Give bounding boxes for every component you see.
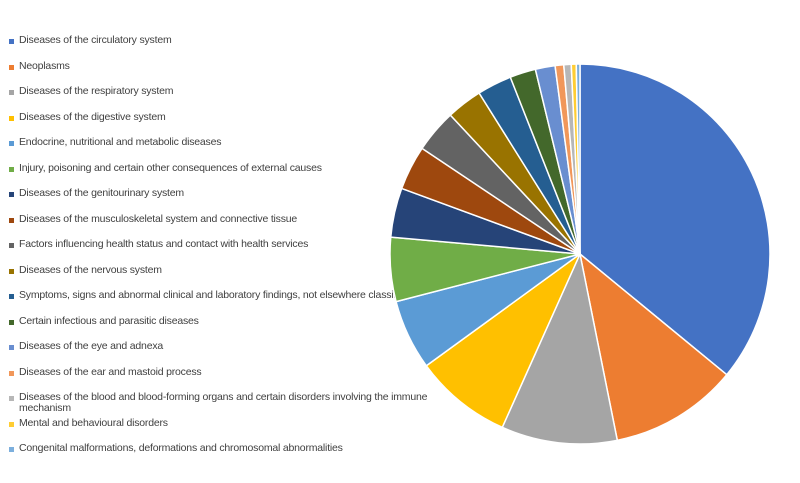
legend-swatch: [9, 115, 14, 121]
pie-slice: [579, 63, 771, 376]
legend-swatch: [9, 90, 14, 95]
legend-label: Diseases of the nervous system: [19, 263, 162, 276]
legend-swatch: [9, 217, 14, 223]
legend-swatch: [9, 268, 14, 274]
legend-label: Symptoms, signs and abnormal clinical an…: [19, 289, 410, 301]
legend-swatch: [9, 447, 14, 452]
legend-item: Injury, poisoning and certain other cons…: [9, 161, 429, 174]
legend-label: Neoplasms: [19, 59, 70, 72]
legend-swatch: [9, 345, 14, 350]
legend-item: Congenital malformations, deformations a…: [9, 443, 429, 454]
legend-item: Symptoms, signs and abnormal clinical an…: [9, 290, 429, 301]
legend-item: Mental and behavioural disorders: [9, 416, 429, 429]
legend-label: Diseases of the genitourinary system: [19, 187, 184, 199]
legend-label: Mental and behavioural disorders: [19, 416, 168, 429]
legend-item: Diseases of the circulatory system: [9, 35, 429, 46]
legend-label: Endocrine, nutritional and metabolic dis…: [19, 136, 222, 148]
legend-swatch: [9, 166, 14, 172]
pie-slice: [425, 253, 581, 429]
legend-item: Diseases of the eye and adnexa: [9, 341, 429, 352]
legend-label: Diseases of the blood and blood-forming …: [19, 391, 428, 414]
legend-label: Congenital malformations, deformations a…: [19, 442, 343, 454]
legend-item: Diseases of the blood and blood-forming …: [9, 392, 429, 414]
pie-slice: [575, 63, 581, 255]
legend-item: Diseases of the genitourinary system: [9, 188, 429, 199]
legend-item: Diseases of the ear and mastoid process: [9, 365, 429, 378]
legend-label: Diseases of the circulatory system: [19, 34, 172, 46]
legend-label: Factors influencing health status and co…: [19, 238, 309, 250]
legend-item: Diseases of the respiratory system: [9, 86, 429, 97]
legend-swatch: [9, 192, 14, 197]
legend-swatch: [9, 294, 14, 299]
pie-slice: [501, 253, 619, 445]
pie-slice: [579, 253, 728, 442]
legend-swatch: [9, 243, 14, 248]
legend-item: Endocrine, nutritional and metabolic dis…: [9, 137, 429, 148]
legend-swatch: [9, 39, 14, 44]
legend-item: Certain infectious and parasitic disease…: [9, 314, 429, 327]
legend-label: Diseases of the musculoskeletal system a…: [19, 212, 298, 225]
legend-label: Certain infectious and parasitic disease…: [19, 314, 199, 327]
legend-swatch: [9, 141, 14, 146]
legend-item: Diseases of the musculoskeletal system a…: [9, 212, 429, 225]
legend-label: Diseases of the eye and adnexa: [19, 340, 164, 352]
legend-swatch: [9, 370, 14, 376]
legend-swatch: [9, 319, 14, 325]
legend-item: Factors influencing health status and co…: [9, 239, 429, 250]
legend-item: Neoplasms: [9, 59, 429, 72]
legend-swatch: [9, 64, 14, 70]
legend-item: Diseases of the nervous system: [9, 263, 429, 276]
legend-label: Diseases of the ear and mastoid process: [19, 365, 202, 378]
legend-swatch: [9, 421, 14, 427]
legend-item: Diseases of the digestive system: [9, 110, 429, 123]
legend-label: Diseases of the digestive system: [19, 110, 166, 123]
legend-label: Injury, poisoning and certain other cons…: [19, 161, 322, 174]
legend-label: Diseases of the respiratory system: [19, 85, 174, 97]
legend-swatch: [9, 396, 14, 401]
